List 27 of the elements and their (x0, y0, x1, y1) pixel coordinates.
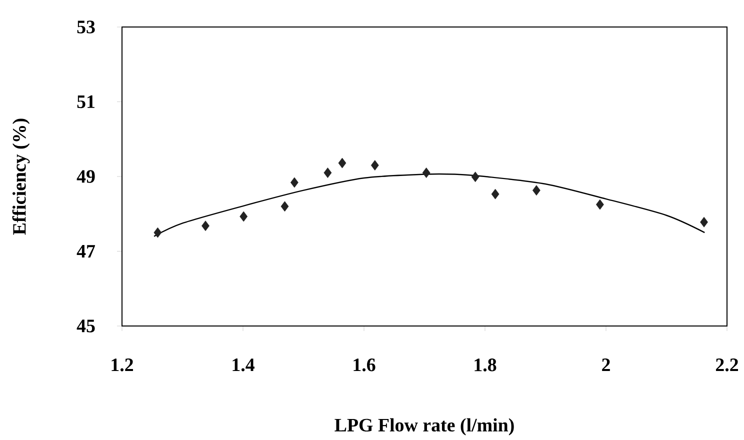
y-tick-label: 45 (76, 320, 95, 332)
y-tick-label: 47 (76, 245, 96, 258)
x-tick-label: 1.8 (474, 358, 496, 372)
point (324, 168, 332, 178)
point (471, 172, 480, 182)
point (700, 216, 708, 228)
point (202, 220, 210, 232)
point (532, 185, 540, 196)
y-tick-label: 49 (76, 170, 95, 183)
y-tick-label: 53 (77, 20, 95, 34)
point (422, 168, 430, 178)
point (290, 177, 298, 188)
point (154, 227, 162, 238)
x-tick-label: 1.4 (232, 358, 254, 372)
point (596, 199, 604, 210)
point (338, 158, 346, 168)
point (491, 188, 500, 200)
y-axis-title: Efficiency (%) (12, 118, 30, 235)
point (240, 211, 248, 222)
x-tick-label: 2.2 (716, 358, 738, 372)
y-tick-label: 51 (77, 95, 94, 108)
point (280, 201, 289, 212)
x-tick-label: 2 (602, 358, 610, 372)
x-tick-label: 1.2 (112, 358, 134, 372)
point (370, 160, 379, 170)
x-tick-label: 1.6 (354, 358, 376, 372)
x-axis-title: LPG Flow rate (l/min) (334, 418, 514, 436)
